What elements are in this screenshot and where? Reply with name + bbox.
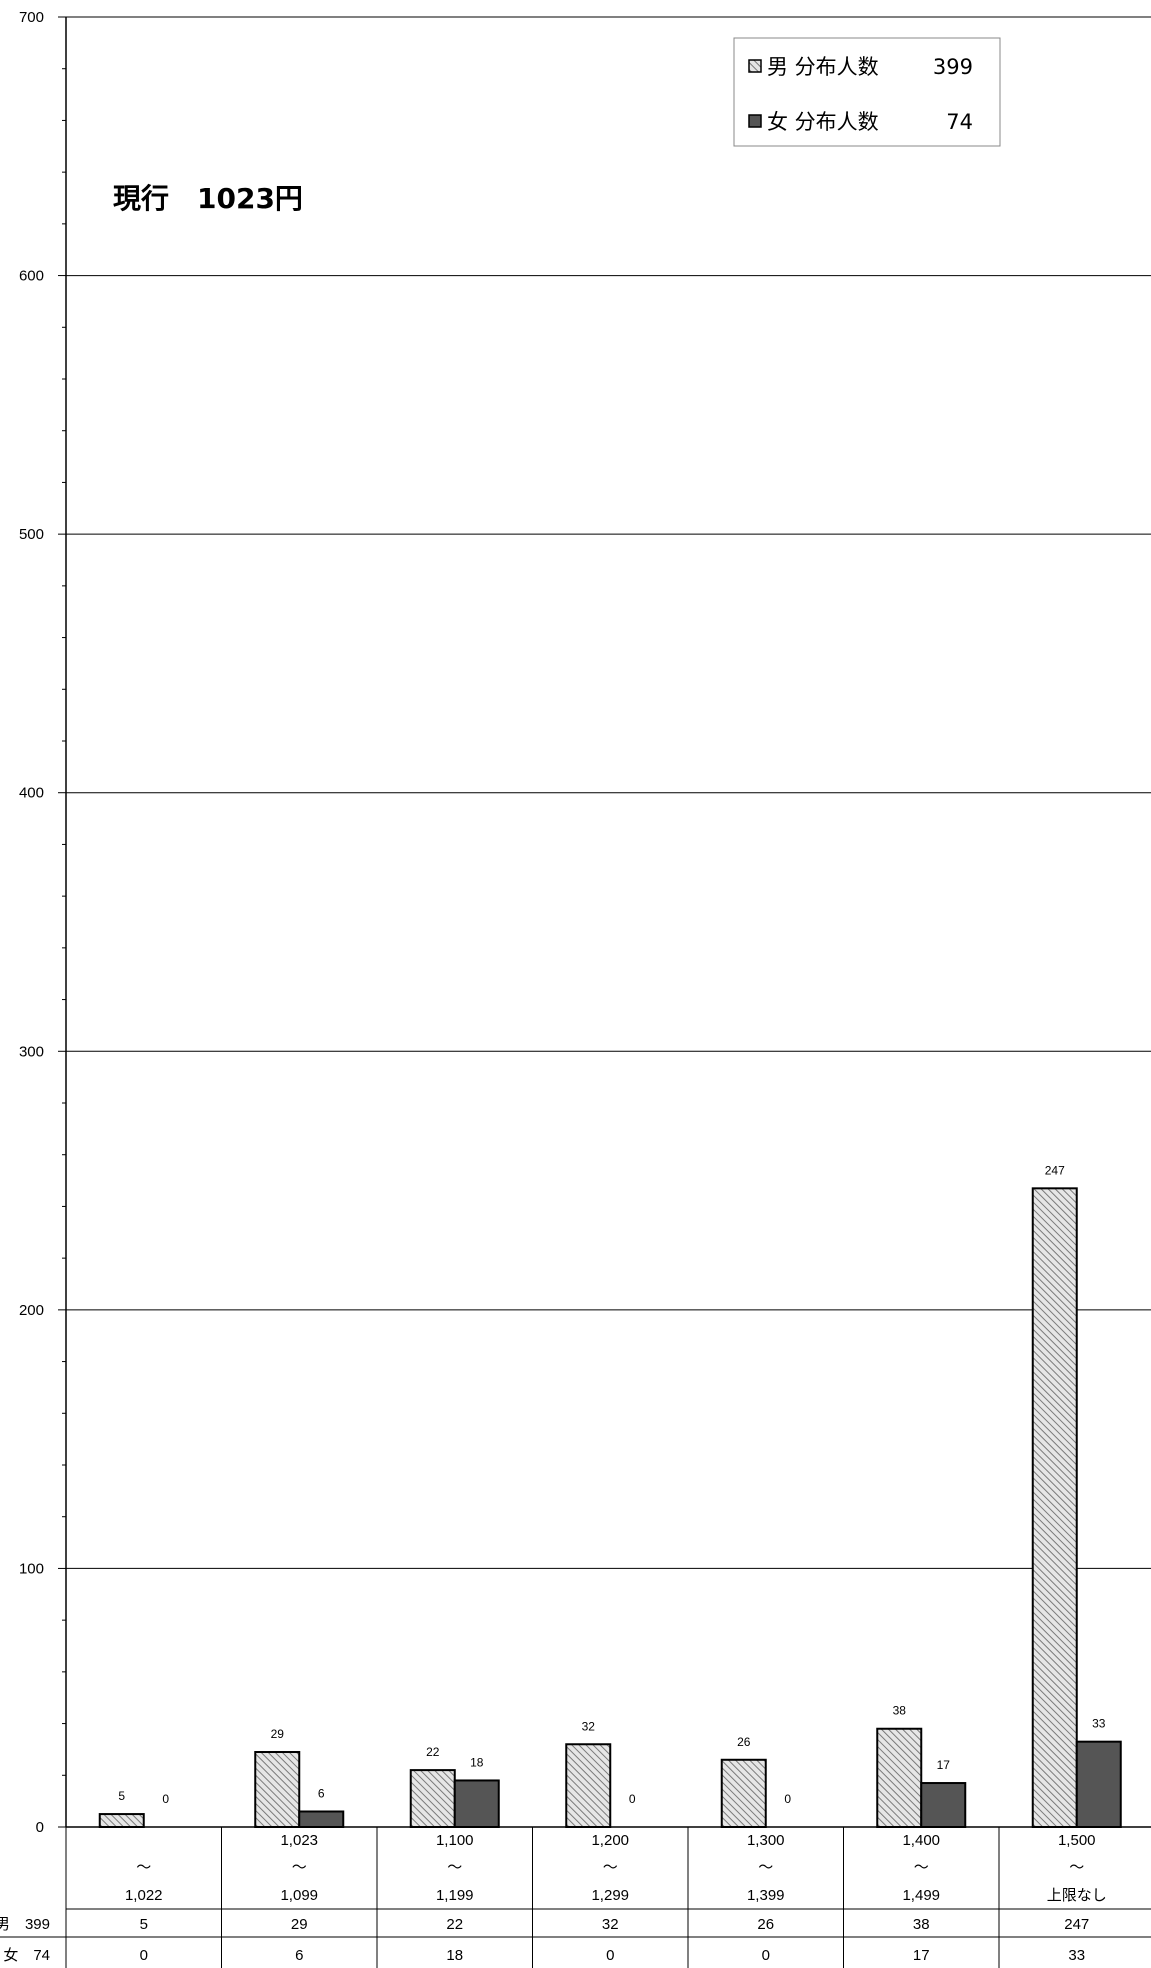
legend-total-male: 399	[933, 55, 973, 79]
table-cell-female: 6	[295, 1947, 303, 1964]
bar-female	[453, 1779, 500, 1829]
table-cell-male: 29	[291, 1916, 308, 1933]
table-cell-female: 0	[140, 1947, 148, 1964]
data-label-male: 38	[893, 1704, 907, 1718]
table-cell-male: 5	[140, 1916, 148, 1933]
x-category-to: 1,299	[591, 1887, 629, 1904]
bar-male	[876, 1727, 923, 1828]
data-label-female: 18	[470, 1755, 484, 1769]
bar-female	[1075, 1740, 1122, 1828]
x-category-to: 上限なし	[1047, 1887, 1107, 1904]
x-category-to: 1,399	[747, 1887, 785, 1904]
table-cell-male: 22	[446, 1916, 463, 1933]
data-label-male: 26	[737, 1735, 751, 1749]
y-tick-label: 500	[19, 526, 44, 543]
data-label-female: 0	[162, 1792, 169, 1806]
legend: 男 分布人数 399 女 分布人数 74	[733, 37, 1001, 147]
x-category-separator: ～	[447, 1859, 462, 1876]
x-category-separator: ～	[914, 1859, 929, 1876]
table-cell-male: 247	[1064, 1916, 1089, 1933]
legend-label-female: 女 分布人数	[767, 110, 879, 134]
bar-male	[720, 1758, 767, 1829]
bars: 5 0 29 6 22 18 32 0 26 0 38 17 247 33	[98, 1163, 1122, 1829]
bar-male	[1031, 1187, 1078, 1829]
table-cell-male: 38	[913, 1916, 930, 1933]
legend-label-male: 男 分布人数	[767, 55, 879, 79]
bar-male	[409, 1769, 456, 1828]
x-category-separator: ～	[758, 1859, 773, 1876]
data-label-male: 22	[426, 1745, 440, 1759]
data-label-male: 29	[271, 1727, 285, 1741]
x-category-from: 1,100	[436, 1832, 474, 1849]
table-row-header-female: 女 74	[3, 1946, 50, 1964]
data-label-female: 17	[937, 1758, 951, 1772]
x-category-to: 1,022	[125, 1887, 163, 1904]
bar-male	[98, 1813, 145, 1828]
legend-swatch-female	[748, 114, 762, 128]
y-tick-label: 0	[36, 1819, 44, 1836]
bar-male	[254, 1751, 301, 1828]
x-category-to: 1,099	[280, 1887, 318, 1904]
y-tick-label: 400	[19, 785, 44, 802]
table-cell-male: 26	[757, 1916, 774, 1933]
y-tick-label: 100	[19, 1560, 44, 1577]
data-label-male: 32	[582, 1719, 596, 1733]
table-cell-female: 33	[1068, 1947, 1085, 1964]
x-category-from: 1,400	[902, 1832, 940, 1849]
table-cell-male: 32	[602, 1916, 619, 1933]
table-cell-female: 18	[446, 1947, 463, 1964]
y-tick-label: 300	[19, 1043, 44, 1060]
y-tick-label: 700	[19, 9, 44, 26]
x-category-from: 1,200	[591, 1832, 629, 1849]
table-cell-female: 17	[913, 1947, 930, 1964]
x-category-from: 1,023	[280, 1832, 318, 1849]
x-category-to: 1,199	[436, 1887, 474, 1904]
table-row-header-male: 男 399	[0, 1916, 50, 1933]
chart-annotation: 現行 1023円	[113, 182, 303, 215]
data-label-female: 6	[318, 1786, 325, 1800]
x-category-from: 1,500	[1058, 1832, 1096, 1849]
x-category-separator: ～	[136, 1859, 151, 1876]
x-category-to: 1,499	[902, 1887, 940, 1904]
data-label-male: 5	[118, 1789, 125, 1803]
data-label-female: 33	[1092, 1717, 1106, 1731]
y-tick-label: 600	[19, 268, 44, 285]
x-category-separator: ～	[603, 1859, 618, 1876]
data-label-female: 0	[629, 1792, 636, 1806]
table-cell-female: 0	[762, 1947, 770, 1964]
x-category-from: 1,300	[747, 1832, 785, 1849]
bar-female	[920, 1782, 967, 1828]
data-label-male: 247	[1045, 1163, 1065, 1177]
gridlines	[66, 16, 1151, 1569]
table-cell-female: 0	[606, 1947, 614, 1964]
y-tick-label: 200	[19, 1302, 44, 1319]
legend-total-female: 74	[946, 110, 973, 134]
bar-female	[298, 1810, 345, 1829]
bar-male	[565, 1743, 612, 1829]
data-table: ～ 1,022 5 0 1,023 ～ 1,099 29 6 1,100 ～ 1,199 22 18 1,2…	[0, 1827, 1151, 1968]
x-category-separator: ～	[1069, 1859, 1084, 1876]
legend-swatch-male	[748, 59, 762, 73]
legend-box	[733, 37, 1001, 147]
x-category-separator: ～	[292, 1859, 307, 1876]
data-label-female: 0	[784, 1792, 791, 1806]
